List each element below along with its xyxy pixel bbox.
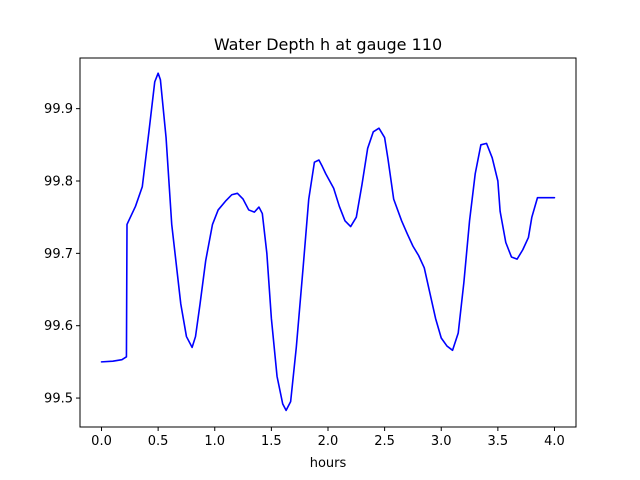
y-tick-label: 99.6	[44, 319, 73, 334]
x-tick-label: 0.5	[148, 434, 169, 449]
series-line-0	[100, 72, 556, 412]
x-tick-label: 4.0	[544, 434, 565, 449]
y-tick-label: 99.5	[44, 392, 73, 407]
x-tick-label: 0.0	[91, 434, 112, 449]
plot-area: 0.0 0.5 1.0 1.5 2.0 2.5 3.0 3.5 4.0 99.5 99.6 99.7 9…	[44, 57, 577, 449]
y-tick-label: 99.7	[44, 247, 73, 262]
y-tick-label: 99.9	[44, 102, 73, 117]
x-tick-label: 2.0	[318, 434, 339, 449]
y-tick-label: 99.8	[44, 175, 73, 190]
x-axis-label: hours	[310, 456, 347, 471]
x-tick-label: 3.0	[431, 434, 452, 449]
x-tick-label: 2.5	[374, 434, 395, 449]
x-tick-label: 1.5	[261, 434, 282, 449]
chart-title: Water Depth h at gauge 110	[214, 35, 442, 54]
x-tick-label: 3.5	[488, 434, 509, 449]
x-tick-label: 1.0	[204, 434, 225, 449]
